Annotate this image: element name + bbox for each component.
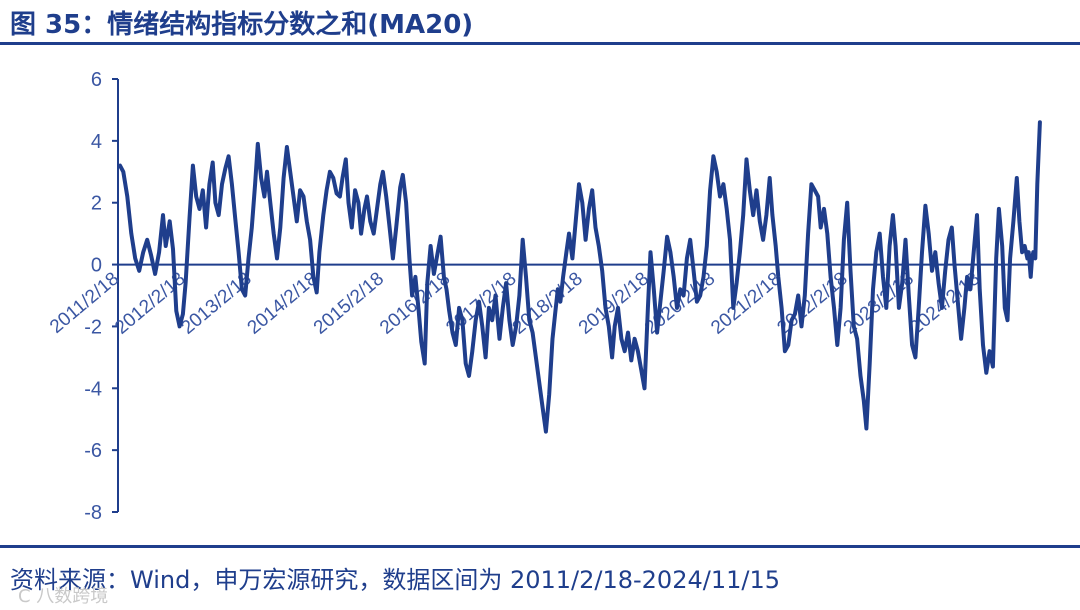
title-divider bbox=[0, 42, 1080, 45]
y-tick-label: 6 bbox=[91, 69, 102, 91]
y-tick-label: -8 bbox=[84, 502, 102, 524]
x-tick-label: 2013/2/18 bbox=[177, 268, 255, 338]
y-tick-label: 2 bbox=[91, 193, 102, 215]
y-tick-label: -2 bbox=[84, 316, 102, 338]
source-divider bbox=[0, 545, 1080, 548]
watermark: C 八数跨境 bbox=[18, 586, 109, 607]
y-tick-label: 0 bbox=[91, 255, 102, 277]
series-line bbox=[118, 120, 1042, 434]
y-tick-label: -4 bbox=[84, 378, 102, 400]
x-tick-label: 2014/2/18 bbox=[244, 268, 322, 338]
x-tick-label: 2021/2/18 bbox=[707, 268, 785, 338]
line-chart: 6420-2-4-6-82011/2/182012/2/182013/2/182… bbox=[46, 69, 1042, 524]
x-tick-label: 2015/2/18 bbox=[310, 268, 388, 338]
y-tick-label: -6 bbox=[84, 440, 102, 462]
figure-title: 图 35：情绪结构指标分数之和(MA20) bbox=[10, 10, 474, 40]
y-tick-label: 4 bbox=[91, 131, 102, 153]
source-note: 资料来源：Wind，申万宏源研究，数据区间为 2011/2/18-2024/11… bbox=[10, 566, 780, 594]
